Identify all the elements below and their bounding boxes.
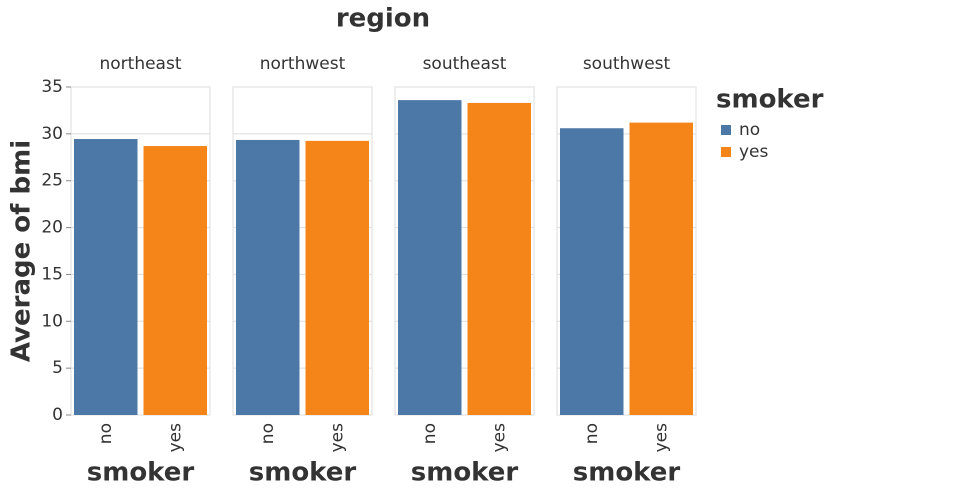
x-tick-label: no xyxy=(258,423,278,444)
bar xyxy=(143,146,207,416)
y-tick-label: 5 xyxy=(52,358,63,378)
chart-title: region xyxy=(336,4,430,34)
bar xyxy=(305,140,369,415)
legend-title: smoker xyxy=(716,85,824,115)
x-axis-label: smoker xyxy=(249,458,357,488)
legend-label: no xyxy=(739,120,760,140)
x-tick-label: no xyxy=(420,423,440,444)
facet-label: northeast xyxy=(99,54,181,74)
x-tick-label: yes xyxy=(327,423,347,453)
facet-label: southwest xyxy=(583,54,671,74)
y-axis-label: Average of bmi xyxy=(7,140,37,362)
legend-label: yes xyxy=(739,142,769,162)
bar xyxy=(398,100,462,416)
x-tick-label: no xyxy=(96,423,116,444)
x-tick-label: yes xyxy=(165,423,185,453)
y-tick-label: 15 xyxy=(41,264,63,284)
legend-swatch xyxy=(721,147,731,157)
y-tick-label: 35 xyxy=(41,77,63,97)
y-tick-label: 10 xyxy=(41,311,63,331)
bar xyxy=(560,128,624,415)
legend-swatch xyxy=(721,125,731,135)
x-axis-label: smoker xyxy=(87,458,195,488)
y-tick-label: 30 xyxy=(41,124,63,144)
x-tick-label: yes xyxy=(651,423,671,453)
y-tick-label: 25 xyxy=(41,171,63,191)
bar xyxy=(74,139,138,416)
bar xyxy=(629,122,693,416)
x-tick-label: no xyxy=(582,423,602,444)
y-tick-label: 20 xyxy=(41,218,63,238)
x-tick-label: yes xyxy=(489,423,509,453)
bar xyxy=(236,139,300,415)
y-tick-label: 0 xyxy=(52,405,63,425)
bar xyxy=(467,102,531,415)
facet-label: southeast xyxy=(423,54,507,74)
x-axis-label: smoker xyxy=(573,458,681,488)
facet-label: northwest xyxy=(260,54,346,74)
x-axis-label: smoker xyxy=(411,458,519,488)
